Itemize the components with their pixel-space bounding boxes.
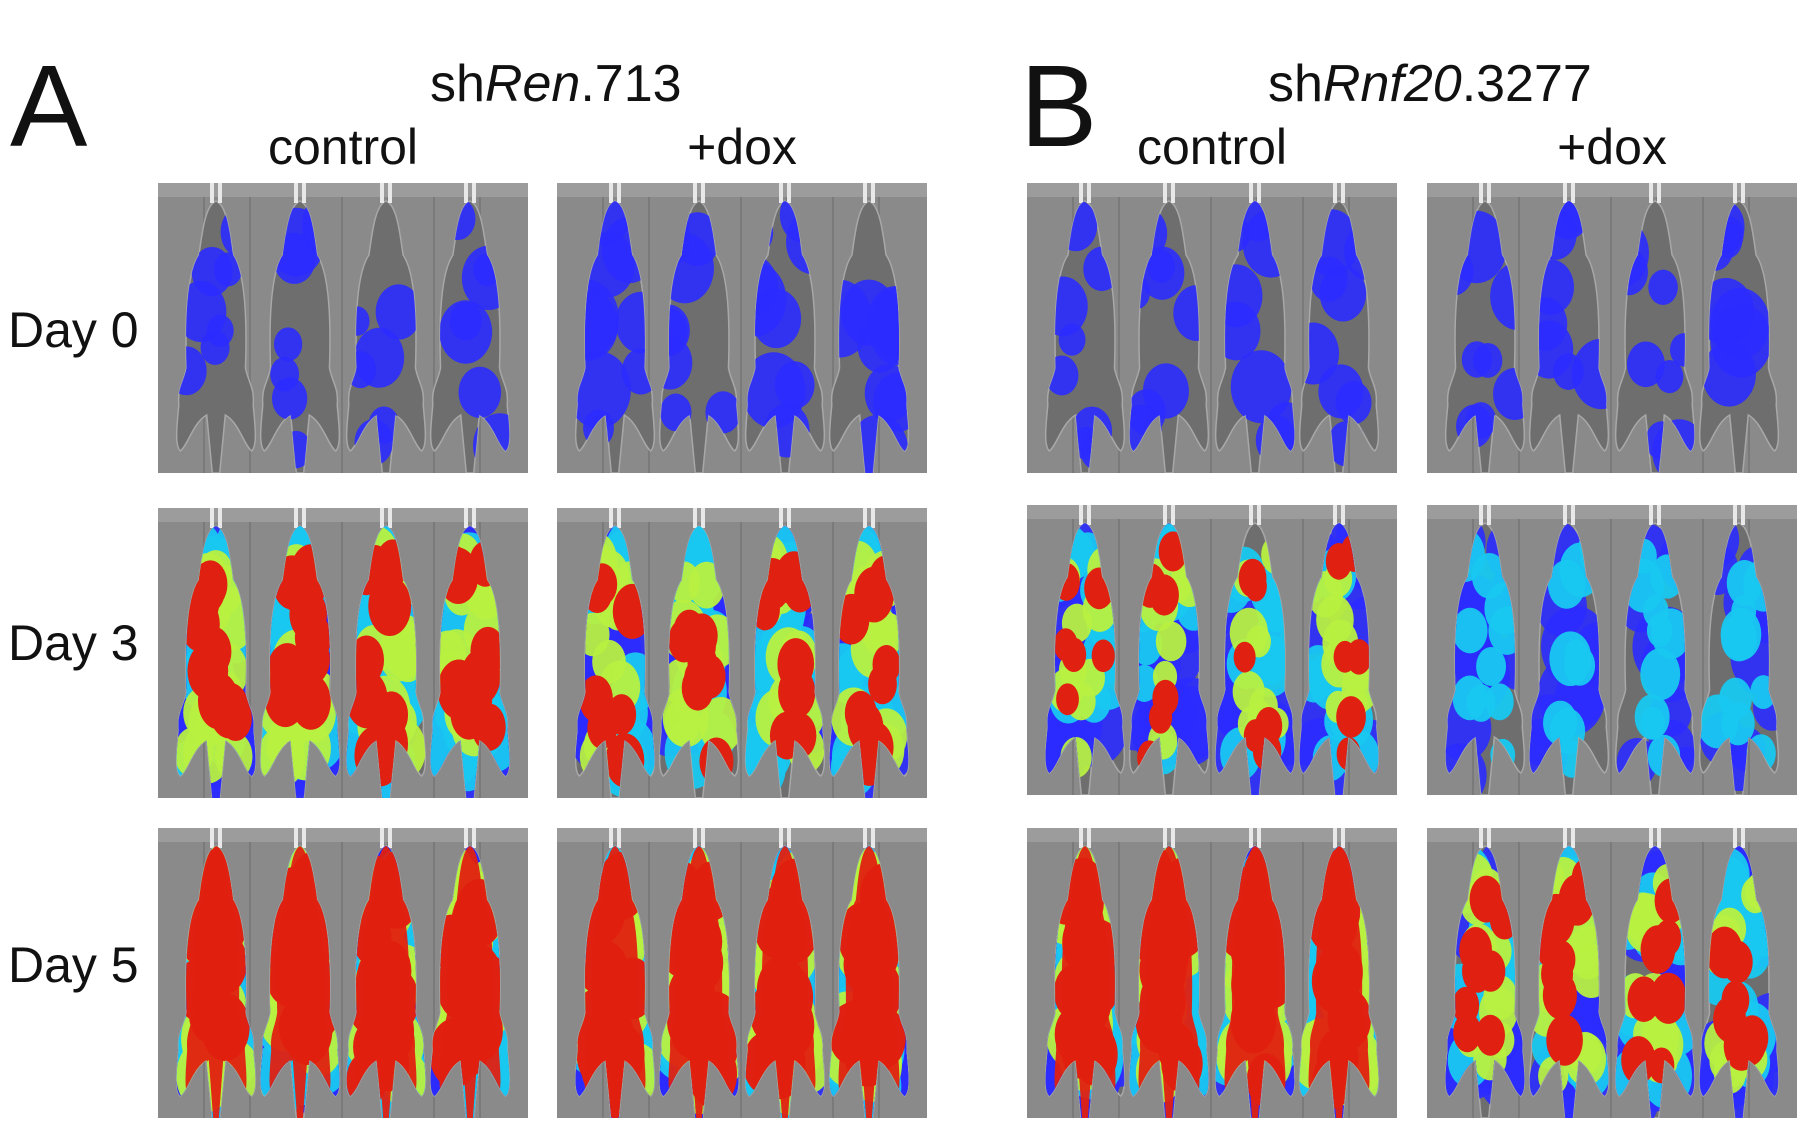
bioluminescence-image — [1427, 505, 1797, 795]
panel-letter-b: B — [1020, 41, 1098, 171]
bioluminescence-image — [158, 828, 528, 1118]
column-label-a-dox: +dox — [687, 119, 797, 175]
bioluminescence-image — [158, 183, 528, 473]
image-b-control-day-3 — [1027, 505, 1397, 795]
row-label-day-0: Day 0 — [8, 302, 139, 358]
image-a-dox-day-3 — [557, 508, 927, 798]
bioluminescence-image — [557, 508, 927, 798]
image-a-dox-day-5 — [557, 828, 927, 1118]
row-label-day-5: Day 5 — [8, 937, 139, 993]
image-b-dox-day-3 — [1427, 505, 1797, 795]
construct-title-b: shRnf20.3277 — [1268, 55, 1592, 113]
bioluminescence-image — [557, 828, 927, 1118]
image-a-control-day-3 — [158, 508, 528, 798]
image-a-control-day-5 — [158, 828, 528, 1118]
image-a-control-day-0 — [158, 183, 528, 473]
bioluminescence-image — [1427, 828, 1797, 1118]
image-a-dox-day-0 — [557, 183, 927, 473]
panel-letter-a: A — [10, 41, 88, 171]
image-b-dox-day-5 — [1427, 828, 1797, 1118]
bioluminescence-image — [557, 183, 927, 473]
bioluminescence-image — [1027, 505, 1397, 795]
image-b-control-day-5 — [1027, 828, 1397, 1118]
bioluminescence-image — [1027, 828, 1397, 1118]
bioluminescence-image — [1027, 183, 1397, 473]
construct-title-a: shRen.713 — [430, 55, 682, 113]
bioluminescence-image — [1427, 183, 1797, 473]
column-label-b-dox: +dox — [1557, 119, 1667, 175]
row-label-day-3: Day 3 — [8, 615, 139, 671]
bioluminescence-image — [158, 508, 528, 798]
image-b-dox-day-0 — [1427, 183, 1797, 473]
column-label-b-control: control — [1136, 119, 1288, 175]
column-label-a-control: control — [267, 119, 419, 175]
image-b-control-day-0 — [1027, 183, 1397, 473]
